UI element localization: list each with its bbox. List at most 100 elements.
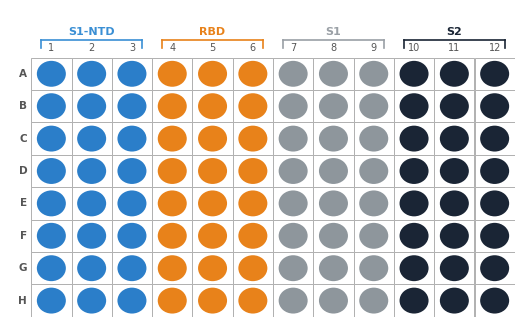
Ellipse shape: [319, 61, 348, 87]
Bar: [273, 155, 313, 187]
Bar: [233, 252, 273, 284]
Bar: [475, 252, 515, 284]
Bar: [31, 122, 72, 155]
Bar: [152, 284, 192, 317]
Ellipse shape: [279, 223, 308, 249]
Ellipse shape: [319, 126, 348, 152]
Ellipse shape: [319, 223, 348, 249]
Ellipse shape: [118, 61, 147, 87]
Bar: [112, 187, 152, 220]
Bar: [313, 187, 354, 220]
Bar: [273, 58, 313, 90]
Bar: [152, 252, 192, 284]
Ellipse shape: [37, 61, 66, 87]
Ellipse shape: [440, 255, 469, 281]
Ellipse shape: [440, 288, 469, 314]
Ellipse shape: [198, 190, 227, 216]
Ellipse shape: [37, 126, 66, 152]
Bar: [354, 284, 394, 317]
Bar: [233, 284, 273, 317]
Ellipse shape: [37, 223, 66, 249]
Ellipse shape: [359, 61, 388, 87]
Bar: [475, 220, 515, 252]
Ellipse shape: [399, 190, 428, 216]
Ellipse shape: [480, 190, 509, 216]
Bar: [31, 284, 72, 317]
Ellipse shape: [440, 126, 469, 152]
Ellipse shape: [359, 223, 388, 249]
Bar: [354, 155, 394, 187]
Ellipse shape: [77, 93, 106, 119]
Ellipse shape: [279, 255, 308, 281]
Bar: [72, 252, 112, 284]
Ellipse shape: [279, 126, 308, 152]
Bar: [475, 90, 515, 122]
Ellipse shape: [198, 126, 227, 152]
Bar: [273, 187, 313, 220]
Bar: [273, 220, 313, 252]
Ellipse shape: [198, 288, 227, 314]
Ellipse shape: [399, 61, 428, 87]
Text: E: E: [20, 198, 27, 208]
Bar: [354, 90, 394, 122]
Ellipse shape: [319, 158, 348, 184]
Bar: [31, 90, 72, 122]
Bar: [394, 252, 434, 284]
Ellipse shape: [118, 126, 147, 152]
Bar: [273, 122, 313, 155]
Bar: [72, 122, 112, 155]
Bar: [394, 220, 434, 252]
Bar: [112, 122, 152, 155]
Ellipse shape: [198, 158, 227, 184]
Ellipse shape: [37, 190, 66, 216]
Ellipse shape: [480, 223, 509, 249]
Bar: [72, 284, 112, 317]
Ellipse shape: [198, 93, 227, 119]
Text: 2: 2: [88, 43, 95, 53]
Bar: [313, 284, 354, 317]
Text: A: A: [19, 69, 27, 79]
Ellipse shape: [238, 93, 267, 119]
Ellipse shape: [77, 158, 106, 184]
Ellipse shape: [399, 255, 428, 281]
Ellipse shape: [158, 61, 187, 87]
Bar: [152, 187, 192, 220]
Bar: [152, 220, 192, 252]
Bar: [112, 58, 152, 90]
Bar: [354, 122, 394, 155]
Ellipse shape: [480, 126, 509, 152]
Bar: [434, 284, 474, 317]
Ellipse shape: [359, 288, 388, 314]
Ellipse shape: [77, 255, 106, 281]
Bar: [475, 122, 515, 155]
Ellipse shape: [279, 93, 308, 119]
Ellipse shape: [118, 223, 147, 249]
Bar: [354, 252, 394, 284]
Ellipse shape: [118, 158, 147, 184]
Ellipse shape: [359, 93, 388, 119]
Bar: [313, 90, 354, 122]
Bar: [313, 220, 354, 252]
Bar: [233, 155, 273, 187]
Ellipse shape: [37, 158, 66, 184]
Ellipse shape: [440, 223, 469, 249]
Text: 9: 9: [371, 43, 377, 53]
Bar: [233, 122, 273, 155]
Text: 3: 3: [129, 43, 135, 53]
Ellipse shape: [77, 223, 106, 249]
Ellipse shape: [480, 255, 509, 281]
Ellipse shape: [238, 61, 267, 87]
Bar: [72, 187, 112, 220]
Ellipse shape: [238, 190, 267, 216]
Bar: [434, 122, 474, 155]
Bar: [152, 122, 192, 155]
Bar: [313, 58, 354, 90]
Bar: [112, 90, 152, 122]
Ellipse shape: [319, 190, 348, 216]
Bar: [112, 155, 152, 187]
Ellipse shape: [480, 61, 509, 87]
Bar: [31, 252, 72, 284]
Bar: [475, 187, 515, 220]
Bar: [72, 220, 112, 252]
Ellipse shape: [158, 93, 187, 119]
